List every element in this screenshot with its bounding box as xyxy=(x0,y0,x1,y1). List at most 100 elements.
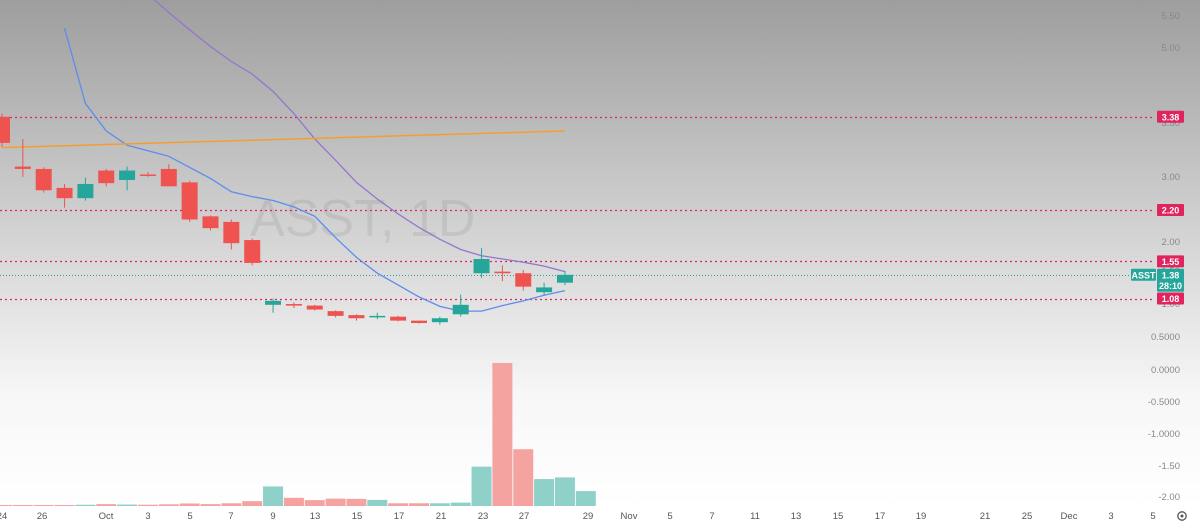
candle-body xyxy=(431,318,448,323)
volume-bar xyxy=(12,505,33,506)
last-price-tag xyxy=(1157,268,1184,292)
price-tick-label: -0.5000 xyxy=(1148,397,1180,408)
candle-body xyxy=(265,300,282,305)
date-tick-label: Nov xyxy=(621,511,638,522)
volume-bar xyxy=(471,466,492,506)
symbol-tag xyxy=(1131,268,1156,281)
volume-bar xyxy=(242,501,263,506)
date-tick-label: 27 xyxy=(519,511,530,522)
volume-bar xyxy=(263,486,284,506)
date-tick-label: 11 xyxy=(750,511,760,522)
volume-bar xyxy=(492,363,513,506)
candle-body xyxy=(473,259,490,274)
volume-bar xyxy=(75,504,96,506)
candle-body xyxy=(160,168,177,187)
price-tick-label: 2.00 xyxy=(1162,237,1181,248)
level-tag xyxy=(1157,204,1184,217)
candle-body xyxy=(244,240,261,263)
volume-bar xyxy=(534,479,555,506)
gear-center xyxy=(1180,514,1184,518)
date-tick-label: 13 xyxy=(791,511,802,522)
candle-body xyxy=(369,315,386,318)
date-tick-label: 5 xyxy=(187,511,192,522)
date-tick-label: 7 xyxy=(228,511,233,522)
candlesticks[interactable] xyxy=(0,113,573,325)
volume-bar xyxy=(96,504,117,506)
candle-body xyxy=(202,216,219,229)
symbol-tag-label: ASST xyxy=(1131,270,1156,280)
chart-watermark: ASST, 1D xyxy=(250,190,475,248)
ma-blue-line xyxy=(63,28,566,312)
candle-body xyxy=(327,311,344,316)
settings-icon[interactable] xyxy=(1177,511,1187,521)
candle-body xyxy=(0,116,10,143)
volume-bar xyxy=(513,449,534,506)
candle-body xyxy=(306,305,323,310)
date-tick-label: 23 xyxy=(478,511,489,522)
date-tick-label: 24 xyxy=(0,511,7,522)
date-tick-label: 21 xyxy=(436,511,447,522)
volume-bars xyxy=(0,363,596,506)
volume-bar xyxy=(304,500,325,506)
candle-body xyxy=(77,183,94,199)
last-price-countdown: 28:10 xyxy=(1159,281,1182,291)
volume-bar xyxy=(346,498,367,506)
date-tick-label: 9 xyxy=(270,511,275,522)
date-tick-label: 5 xyxy=(667,511,672,522)
level-tag-label: 3.38 xyxy=(1162,112,1180,122)
volume-bar xyxy=(367,499,388,506)
volume-bar xyxy=(137,504,158,506)
level-tag-label: 2.20 xyxy=(1162,206,1180,216)
candle-body xyxy=(285,304,302,306)
candle-body xyxy=(56,187,73,199)
volume-bar xyxy=(33,505,54,506)
volume-bar xyxy=(450,502,471,506)
candle-body xyxy=(348,315,365,319)
last-price-value: 1.38 xyxy=(1162,270,1180,280)
volume-bar xyxy=(429,503,450,506)
date-tick-label: 3 xyxy=(1108,511,1113,522)
candle-body xyxy=(515,273,532,287)
price-tick-label: 3.00 xyxy=(1162,172,1181,183)
ma-purple-line xyxy=(153,0,566,273)
gear-outer xyxy=(1177,511,1187,521)
volume-bar xyxy=(575,491,596,506)
price-tick-label: 3.50 xyxy=(1162,118,1181,129)
date-tick-label: 13 xyxy=(310,511,321,522)
date-tick-label: 5 xyxy=(1150,511,1155,522)
ma-orange-line xyxy=(1,130,566,149)
date-tick-label: 15 xyxy=(352,511,363,522)
candle-body xyxy=(14,166,31,169)
price-tick-label: -1.0000 xyxy=(1148,429,1180,440)
volume-bar xyxy=(179,503,200,506)
level-tag xyxy=(1157,292,1184,305)
volume-bar xyxy=(409,503,429,506)
date-tick-label: Dec xyxy=(1061,511,1078,522)
date-tick-label: 29 xyxy=(583,511,594,522)
candle-body xyxy=(390,316,407,321)
candle-body xyxy=(139,174,156,176)
moving-averages xyxy=(1,0,566,312)
level-tag xyxy=(1157,255,1184,268)
date-tick-label: 7 xyxy=(709,511,714,522)
date-tick-label: 15 xyxy=(833,511,844,522)
candle-body xyxy=(494,271,511,274)
time-axis[interactable]: 24 26 Oct 3 5 7 9 13 15 17 21 23 27 29 Nov 5 7 11 13 15 17 19… xyxy=(0,511,1156,522)
date-tick-label: Oct xyxy=(99,511,114,522)
candle-body xyxy=(181,182,198,220)
level-tag xyxy=(1157,110,1184,123)
date-tick-label: 3 xyxy=(145,511,150,522)
volume-bar xyxy=(388,503,409,506)
date-tick-label: 17 xyxy=(875,511,886,522)
price-tick-label: 5.50 xyxy=(1162,11,1181,22)
volume-bar xyxy=(554,477,575,506)
candle-body xyxy=(119,170,136,180)
price-tick-label: 0.0000 xyxy=(1151,365,1180,376)
candle-body xyxy=(411,320,427,323)
candle-body xyxy=(98,170,115,184)
candle-body xyxy=(223,221,240,244)
chart-background xyxy=(0,0,1200,507)
